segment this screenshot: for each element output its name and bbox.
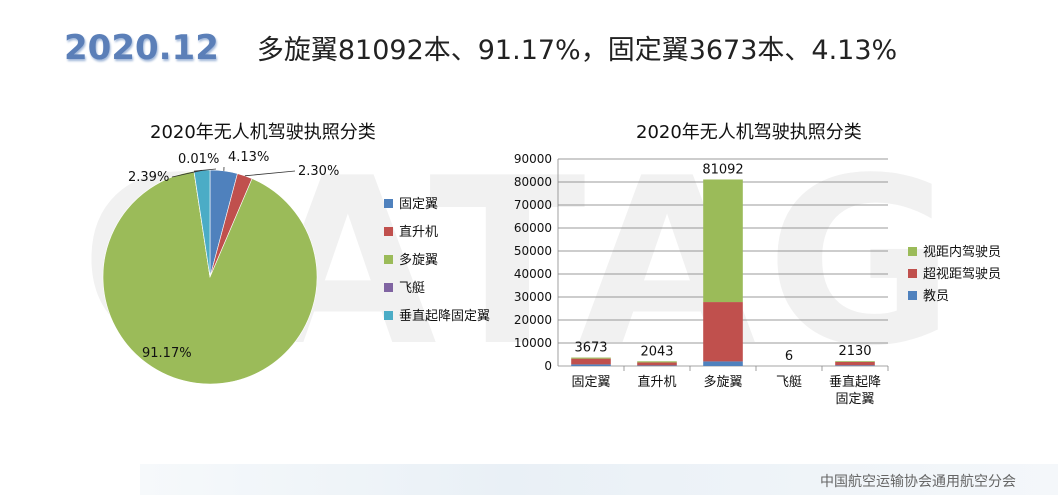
bar-total-label-4: 2130 bbox=[838, 344, 871, 359]
bar-legend-swatch-1 bbox=[908, 269, 917, 278]
bar-legend-label-2: 教员 bbox=[923, 288, 949, 304]
bar-y-tick-label-0: 0 bbox=[544, 359, 552, 373]
bar-total-label-2: 81092 bbox=[702, 162, 743, 177]
pie-data-label-3: 0.01% bbox=[178, 152, 219, 167]
bar-segment-0-1 bbox=[571, 358, 611, 365]
bar-y-tick-label-4: 40000 bbox=[514, 267, 552, 281]
bar-segment-4-0 bbox=[835, 365, 875, 366]
bar-category-label-4-0: 垂直起降 bbox=[829, 375, 881, 390]
pie-chart-title: 2020年无人机驾驶执照分类 bbox=[150, 122, 376, 143]
pie-legend-swatch-3 bbox=[384, 283, 393, 292]
pie-slice-2 bbox=[102, 170, 318, 385]
pie-legend-label-0: 固定翼 bbox=[399, 197, 438, 212]
bar-legend-label-0: 视距内驾驶员 bbox=[923, 244, 1001, 260]
pie-data-label-0: 4.13% bbox=[228, 150, 269, 165]
bar-chart-title: 2020年无人机驾驶执照分类 bbox=[636, 122, 862, 143]
pie-data-label-2: 91.17% bbox=[142, 346, 192, 361]
bar-chart: 0 10000 20000 30000 40000 50000 60000 70000 8000… bbox=[514, 152, 1001, 407]
pie-chart: 4.13% 2.30% 91.17% 0.01% 2.39% 固定翼直升机多旋翼飞艇垂直起… bbox=[102, 150, 490, 385]
pie-legend-swatch-1 bbox=[384, 227, 393, 236]
bar-y-tick-label-7: 70000 bbox=[514, 198, 552, 212]
bar-total-label-3: 6 bbox=[785, 349, 793, 364]
bar-legend-label-1: 超视距驾驶员 bbox=[923, 267, 1001, 282]
pie-leader-line-4 bbox=[171, 169, 203, 178]
bar-legend-swatch-0 bbox=[908, 247, 917, 256]
pie-data-label-4: 2.39% bbox=[128, 170, 169, 185]
slide-headline: 多旋翼81092本、91.17%，固定翼3673本、4.13% bbox=[256, 35, 898, 66]
bar-total-label-0: 3673 bbox=[574, 341, 607, 356]
bar-y-tick-label-2: 20000 bbox=[514, 313, 552, 327]
bar-y-tick-label-3: 30000 bbox=[514, 290, 552, 304]
pie-legend-label-3: 飞艇 bbox=[399, 281, 425, 296]
slide-year: 2020.12 bbox=[64, 28, 219, 68]
bar-y-tick-label-1: 10000 bbox=[514, 336, 552, 350]
bar-category-label-2-0: 多旋翼 bbox=[703, 374, 742, 390]
pie-legend-swatch-2 bbox=[384, 255, 393, 264]
bar-segment-0-0 bbox=[571, 364, 611, 366]
bar-y-tick-label-5: 50000 bbox=[514, 244, 552, 258]
bar-segment-2-2 bbox=[703, 179, 743, 303]
pie-leader-line-1 bbox=[244, 170, 296, 177]
bar-segment-1-1 bbox=[637, 362, 677, 366]
bar-segment-2-0 bbox=[703, 361, 743, 366]
pie-legend-label-4: 垂直起降固定翼 bbox=[399, 309, 490, 324]
slide-header: 2020.12 多旋翼81092本、91.17%，固定翼3673本、4.13% bbox=[64, 28, 897, 68]
footer-organization: 中国航空运输协会通用航空分会 bbox=[820, 474, 1016, 490]
bar-y-tick-label-6: 60000 bbox=[514, 221, 552, 235]
bar-segment-0-2 bbox=[571, 357, 611, 359]
bar-segment-1-0 bbox=[637, 365, 677, 366]
bar-y-tick-label-8: 80000 bbox=[514, 175, 552, 189]
bar-segment-2-1 bbox=[703, 302, 743, 362]
bar-category-label-3-0: 飞艇 bbox=[776, 375, 802, 390]
pie-legend-swatch-0 bbox=[384, 199, 393, 208]
pie-data-label-1: 2.30% bbox=[298, 164, 339, 179]
bar-legend-swatch-2 bbox=[908, 291, 917, 300]
footer-band bbox=[140, 464, 1058, 495]
pie-legend-label-2: 多旋翼 bbox=[399, 252, 438, 268]
pie-leader-line-3 bbox=[193, 168, 217, 172]
bar-segment-4-1 bbox=[835, 361, 875, 366]
bar-total-label-1: 2043 bbox=[640, 344, 673, 359]
bar-y-tick-label-9: 90000 bbox=[514, 152, 552, 166]
bar-segment-4-2 bbox=[835, 361, 875, 362]
bar-category-label-0-0: 固定翼 bbox=[571, 375, 610, 390]
pie-legend-label-1: 直升机 bbox=[399, 225, 438, 240]
bar-segment-1-2 bbox=[637, 361, 677, 363]
bar-category-label-4-1: 固定翼 bbox=[835, 392, 874, 407]
bar-category-label-1-0: 直升机 bbox=[637, 375, 676, 390]
pie-legend-swatch-4 bbox=[384, 311, 393, 320]
